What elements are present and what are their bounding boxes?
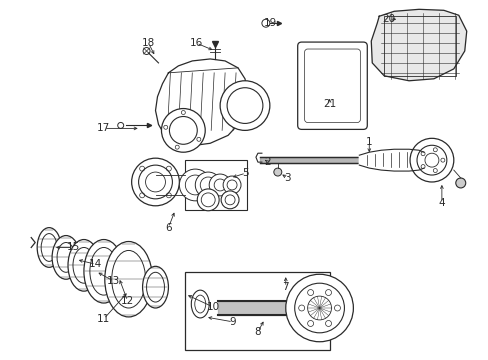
- Circle shape: [131, 158, 179, 206]
- Text: 5: 5: [242, 168, 249, 178]
- Text: 15: 15: [66, 243, 80, 252]
- Ellipse shape: [52, 235, 80, 279]
- Text: 1: 1: [365, 137, 372, 147]
- Text: 18: 18: [142, 38, 155, 48]
- Bar: [185, 160, 246, 210]
- Circle shape: [209, 174, 231, 196]
- Bar: [185, 272, 329, 350]
- Ellipse shape: [84, 239, 123, 303]
- Circle shape: [197, 189, 219, 211]
- Circle shape: [409, 138, 453, 182]
- Text: 11: 11: [97, 314, 110, 324]
- Text: 9: 9: [229, 317, 236, 327]
- Circle shape: [161, 109, 205, 152]
- Ellipse shape: [191, 290, 209, 318]
- Text: 8: 8: [254, 327, 261, 337]
- Text: 12: 12: [121, 296, 134, 306]
- Circle shape: [179, 169, 211, 201]
- Text: 2: 2: [264, 157, 271, 167]
- Text: 14: 14: [89, 259, 102, 269]
- Circle shape: [220, 81, 269, 130]
- Circle shape: [455, 178, 465, 188]
- Polygon shape: [370, 9, 466, 81]
- Circle shape: [195, 172, 221, 198]
- Polygon shape: [155, 59, 247, 145]
- Text: 10: 10: [206, 302, 219, 312]
- Circle shape: [285, 274, 353, 342]
- Ellipse shape: [142, 266, 168, 308]
- Text: 3: 3: [284, 173, 290, 183]
- Circle shape: [273, 168, 281, 176]
- Ellipse shape: [68, 239, 100, 291]
- Text: 6: 6: [165, 222, 171, 233]
- Text: 7: 7: [282, 282, 288, 292]
- Circle shape: [262, 19, 269, 27]
- Text: 4: 4: [438, 198, 444, 208]
- Text: 13: 13: [107, 276, 120, 286]
- FancyBboxPatch shape: [297, 42, 366, 129]
- Circle shape: [221, 191, 239, 209]
- Polygon shape: [359, 149, 423, 171]
- Circle shape: [223, 176, 241, 194]
- Ellipse shape: [104, 242, 152, 317]
- Bar: [384, 16, 455, 76]
- Text: 20: 20: [382, 14, 395, 24]
- Ellipse shape: [37, 228, 61, 267]
- Text: 19: 19: [264, 18, 277, 28]
- Text: 16: 16: [189, 38, 203, 48]
- Text: 17: 17: [97, 123, 110, 134]
- Text: 21: 21: [322, 99, 335, 109]
